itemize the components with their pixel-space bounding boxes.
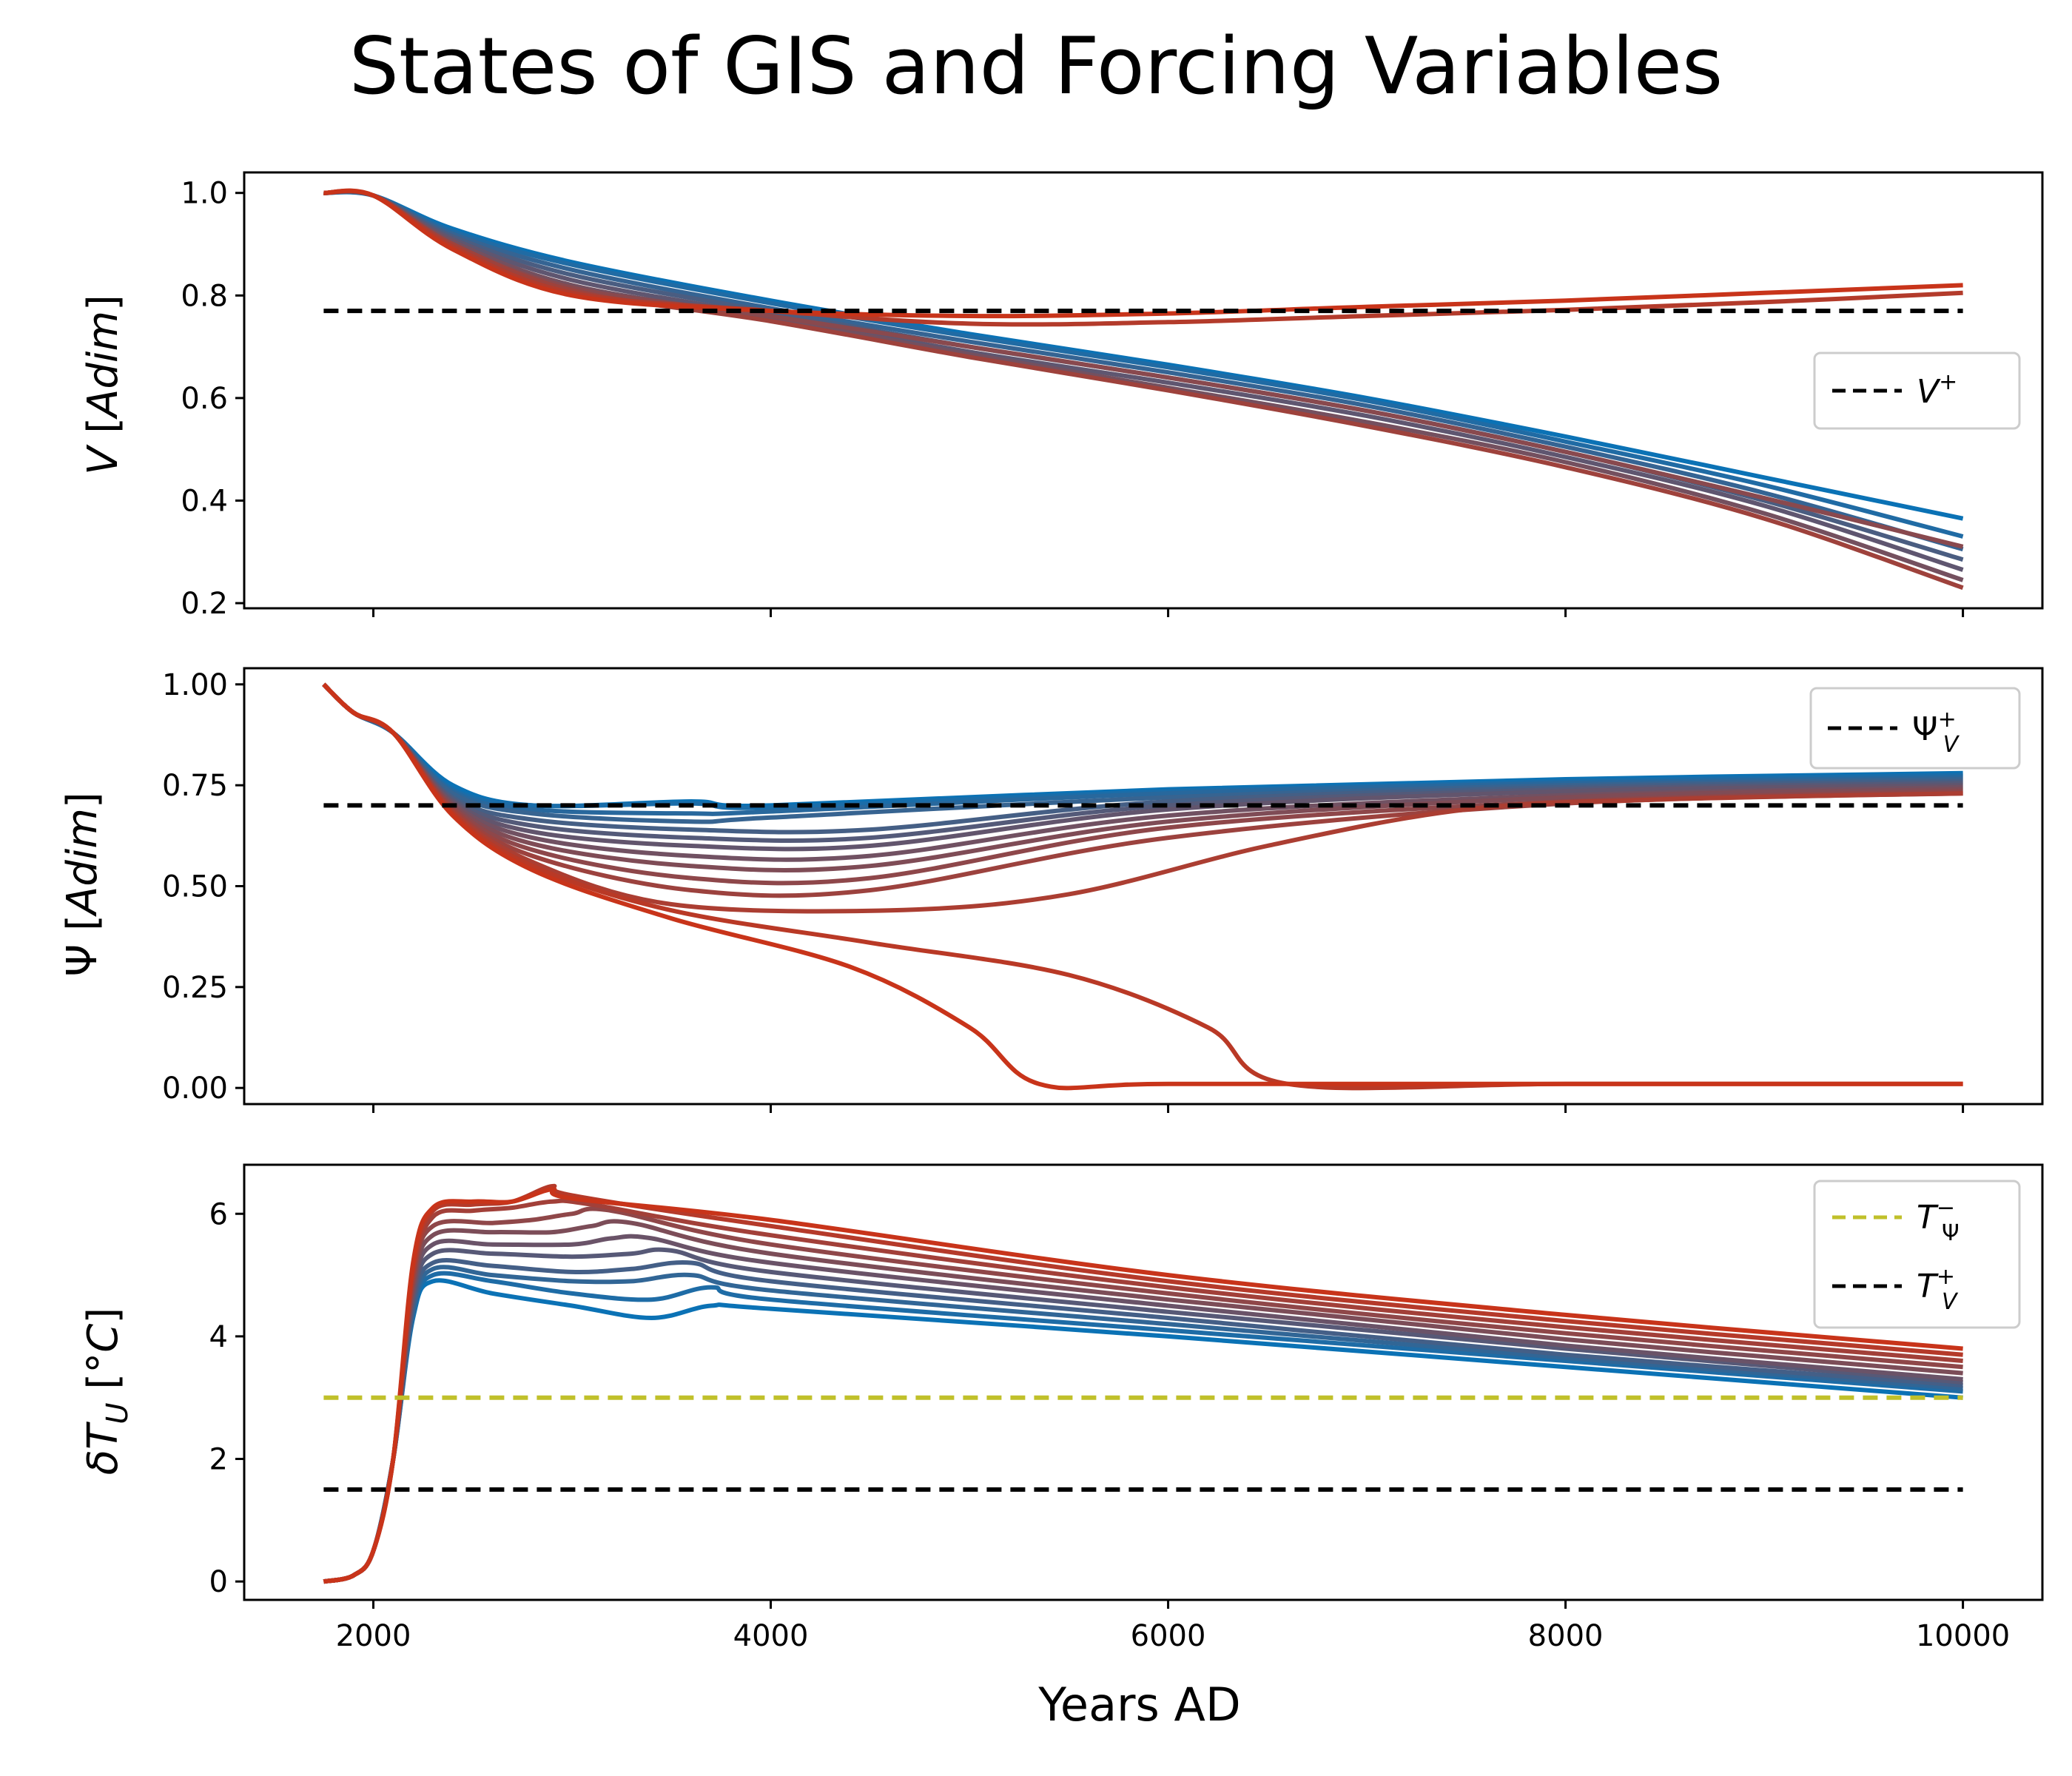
series-line-8	[323, 189, 1964, 591]
ylabel-psi: Ψ [Adim]	[58, 792, 107, 977]
series-line-5	[323, 189, 1964, 572]
axes-frame	[243, 667, 2044, 1106]
y-tick-label: 1.0	[181, 177, 228, 211]
y-tick-label: 0.2	[181, 587, 228, 621]
series-line-6	[323, 189, 1964, 582]
y-tick-label: 0	[209, 1565, 228, 1599]
series-line-6	[323, 1234, 1963, 1584]
ylabel-volume: V [Adim]	[79, 295, 127, 475]
x-tick-label: 4000	[733, 1619, 809, 1653]
panel-temperature: 0 2 4 6 2000 4000 6000 8000 10000 T− Ψ T+ V δTU [°…	[79, 1163, 2044, 1732]
x-tick-label: 10000	[1916, 1619, 2010, 1653]
y-tick-label: 2	[209, 1443, 228, 1477]
plot-area-temperature: 0 2 4 6 2000 4000 6000 8000 10000	[209, 1163, 2044, 1653]
series-line-2	[323, 189, 1964, 539]
y-tick-label: 0.25	[162, 971, 228, 1005]
y-tick-label: 0.8	[181, 279, 228, 313]
legend-box	[1813, 352, 2021, 430]
series-line-1	[323, 1278, 1963, 1584]
legend-psi: Ψ+ V	[1809, 687, 2021, 770]
xlabel: Years AD	[1037, 1678, 1240, 1732]
y-tick-label: 6	[209, 1197, 228, 1231]
y-tick-label: 0.50	[162, 870, 228, 904]
legend-volume: V+	[1813, 352, 2021, 430]
y-tick-label: 0.00	[162, 1072, 228, 1106]
series-line-7	[323, 1219, 1963, 1584]
series-line-11	[323, 1187, 1963, 1584]
plot-area-volume: 0.2 0.4 0.6 0.8 1.0	[181, 171, 2044, 621]
series-line-3	[323, 189, 1964, 552]
series-line-5	[323, 1247, 1963, 1584]
legend-temperature: T− Ψ T+ V	[1813, 1180, 2021, 1329]
y-tick-label: 4	[209, 1320, 228, 1354]
x-tick-label: 6000	[1131, 1619, 1206, 1653]
legend-label-t-v-plus: T+ V	[1917, 1264, 1959, 1315]
y-tick-label: 1.00	[162, 668, 228, 702]
series-line-8	[323, 1206, 1963, 1584]
y-tick-label: 0.75	[162, 769, 228, 803]
series-line-1	[323, 189, 1964, 521]
figure-title: States of GIS and Forcing Variables	[349, 21, 1723, 112]
series-line-8	[322, 682, 1963, 862]
plot-area-psi: 0.00 0.25 0.50 0.75 1.00	[162, 667, 2044, 1113]
panel-volume: 0.2 0.4 0.6 0.8 1.0 V+ V [Adim]	[79, 171, 2044, 621]
axes-frame	[243, 1163, 2044, 1601]
series-line-10	[323, 188, 1963, 319]
series-line-9	[323, 188, 1963, 327]
ylabel-temperature: δTU [°C]	[79, 1308, 135, 1475]
y-tick-label: 0.4	[181, 484, 228, 518]
x-tick-label: 2000	[336, 1619, 411, 1653]
legend-label-t-psi-minus: T− Ψ	[1917, 1195, 1960, 1246]
x-tick-label: 8000	[1528, 1619, 1604, 1653]
axes-frame	[243, 171, 2044, 610]
y-tick-label: 0.6	[181, 382, 228, 416]
panel-psi: 0.00 0.25 0.50 0.75 1.00 Ψ+ V Ψ [Adim]	[58, 667, 2044, 1113]
series-line-2	[323, 1271, 1963, 1584]
series-line-14	[322, 682, 1963, 1091]
legend-box	[1809, 687, 2021, 770]
